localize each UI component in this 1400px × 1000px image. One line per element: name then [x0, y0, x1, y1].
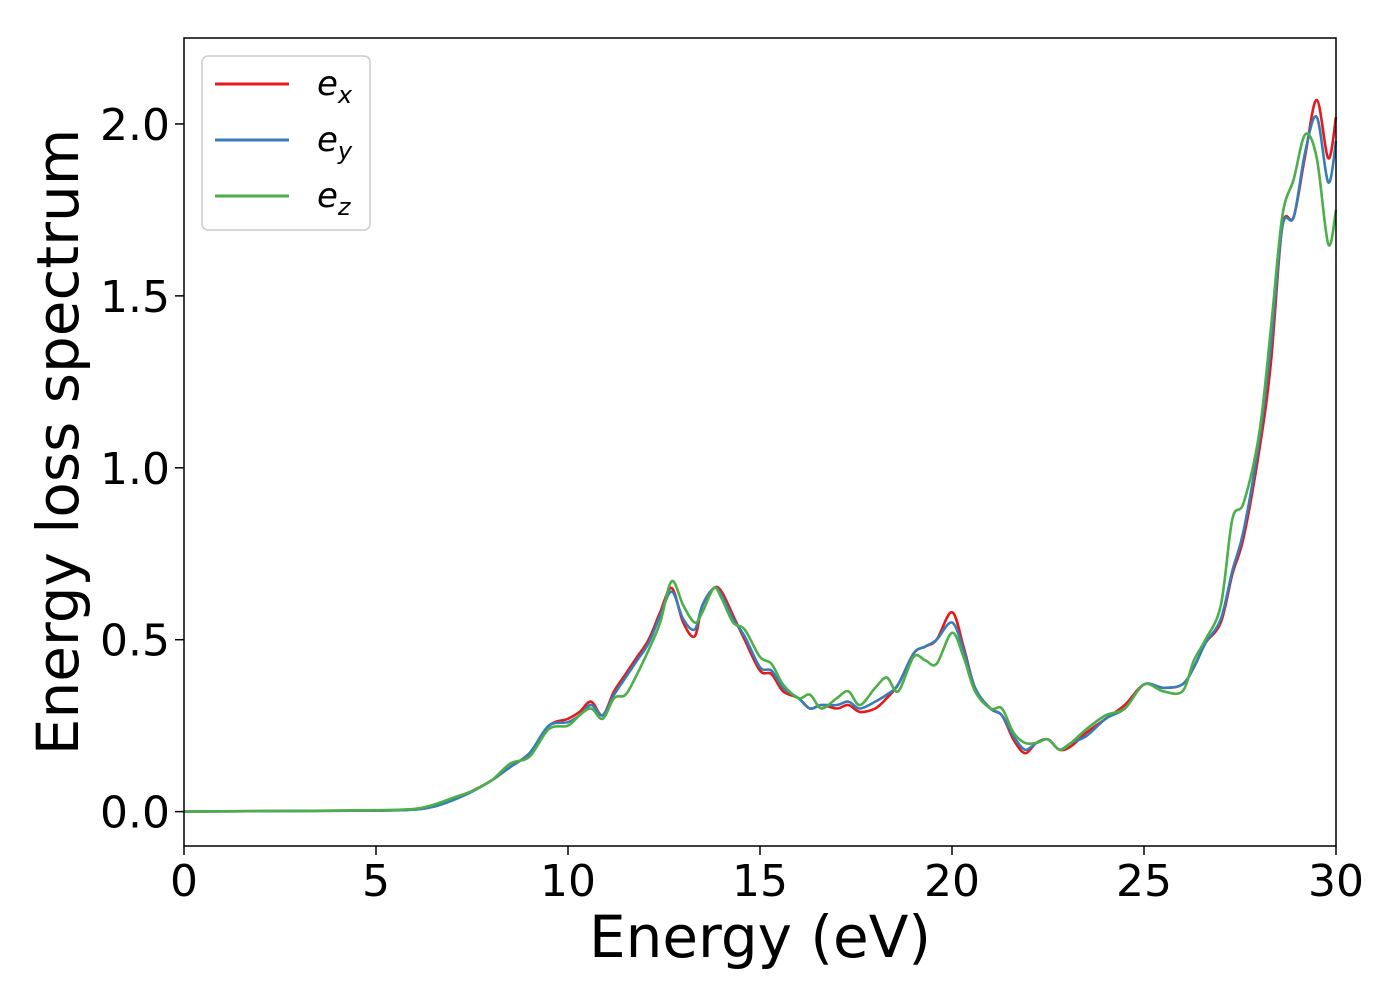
- legend-label-x: ex: [317, 64, 353, 109]
- x-tick-label: 25: [1116, 856, 1172, 907]
- x-tick-label: 0: [170, 856, 198, 907]
- x-tick-label: 5: [362, 856, 390, 907]
- x-axis-label: Energy (eV): [589, 903, 931, 971]
- legend-label-y: ey: [317, 120, 353, 165]
- y-tick-label: 0.0: [100, 788, 170, 839]
- x-tick-label: 20: [924, 856, 980, 907]
- x-tick-label: 10: [540, 856, 596, 907]
- x-tick-label: 15: [732, 856, 788, 907]
- legend-label-z: ez: [317, 176, 352, 221]
- x-axis-ticks: 0 5 10 15 20 25 30: [170, 846, 1364, 907]
- series-layer: [183, 98, 1338, 813]
- plot-area: [184, 38, 1336, 846]
- y-tick-label: 1.5: [100, 272, 170, 323]
- y-axis-label: Energy loss spectrum: [24, 129, 92, 755]
- y-axis-ticks: 0.0 0.5 1.0 1.5 2.0: [100, 100, 184, 839]
- x-tick-label: 30: [1308, 856, 1364, 907]
- y-tick-label: 2.0: [100, 100, 170, 151]
- y-tick-label: 0.5: [100, 616, 170, 667]
- legend: ex ey ez: [201, 55, 371, 231]
- y-tick-label: 1.0: [100, 444, 170, 495]
- series-line-z: [183, 132, 1338, 813]
- legend-box: [201, 55, 371, 231]
